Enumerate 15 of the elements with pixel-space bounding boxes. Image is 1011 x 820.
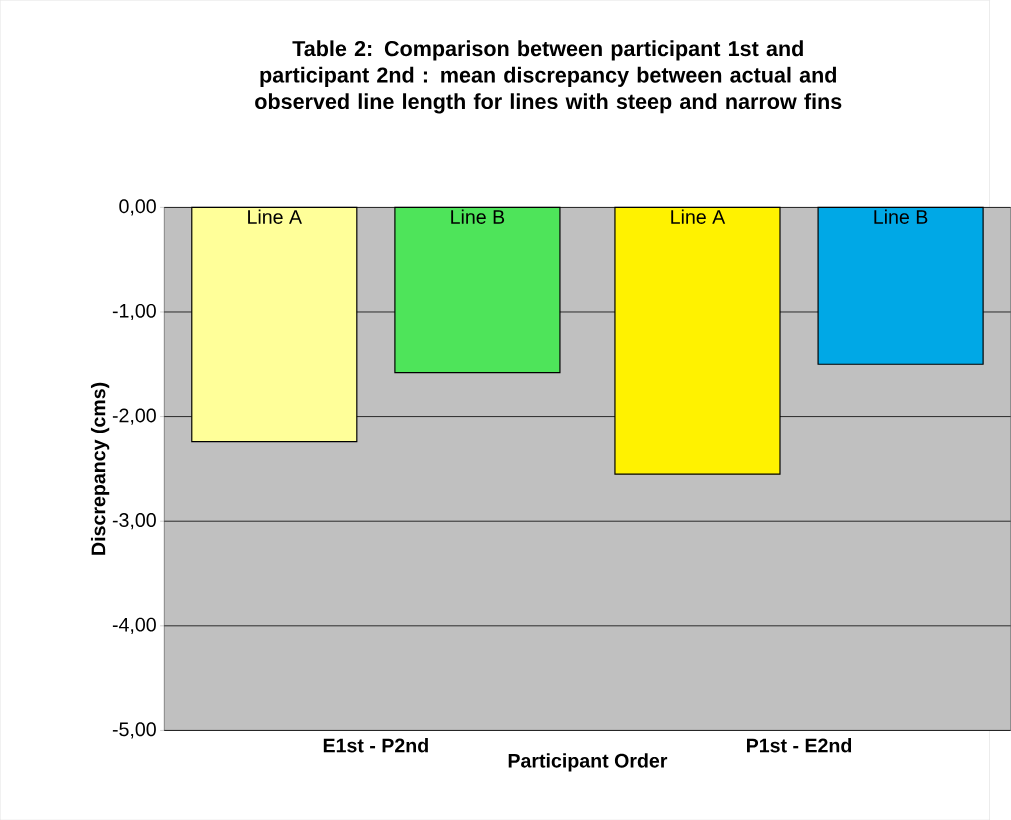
text: Line B (874, 209, 928, 224)
x-tick-label: P1st - E2nd (747, 737, 852, 753)
y-tick-label: -4,00 (112, 617, 156, 634)
chart-title: Table 2: Comparison between participant 1st and participant 2nd : mean discrepancy between actual and observed line length for lines with steep and narrow fins (255, 40, 842, 114)
y-tick-label: 0,00 (119, 199, 156, 216)
y-tick-label: -3,00 (112, 512, 156, 530)
x-tick-label: E1st - P2nd (323, 737, 428, 753)
y-axis-title: Discrepancy (cms) (90, 382, 110, 555)
y-tick-label: -1,00 (112, 303, 156, 320)
y-tick-label: -2,00 (112, 408, 156, 425)
series-label: Line B (451, 209, 505, 224)
x-axis-title: Participant Order (508, 753, 668, 772)
series-label: Line A (248, 209, 302, 224)
text: Line A (671, 209, 726, 224)
y-tick-label: -5,00 (112, 722, 156, 739)
